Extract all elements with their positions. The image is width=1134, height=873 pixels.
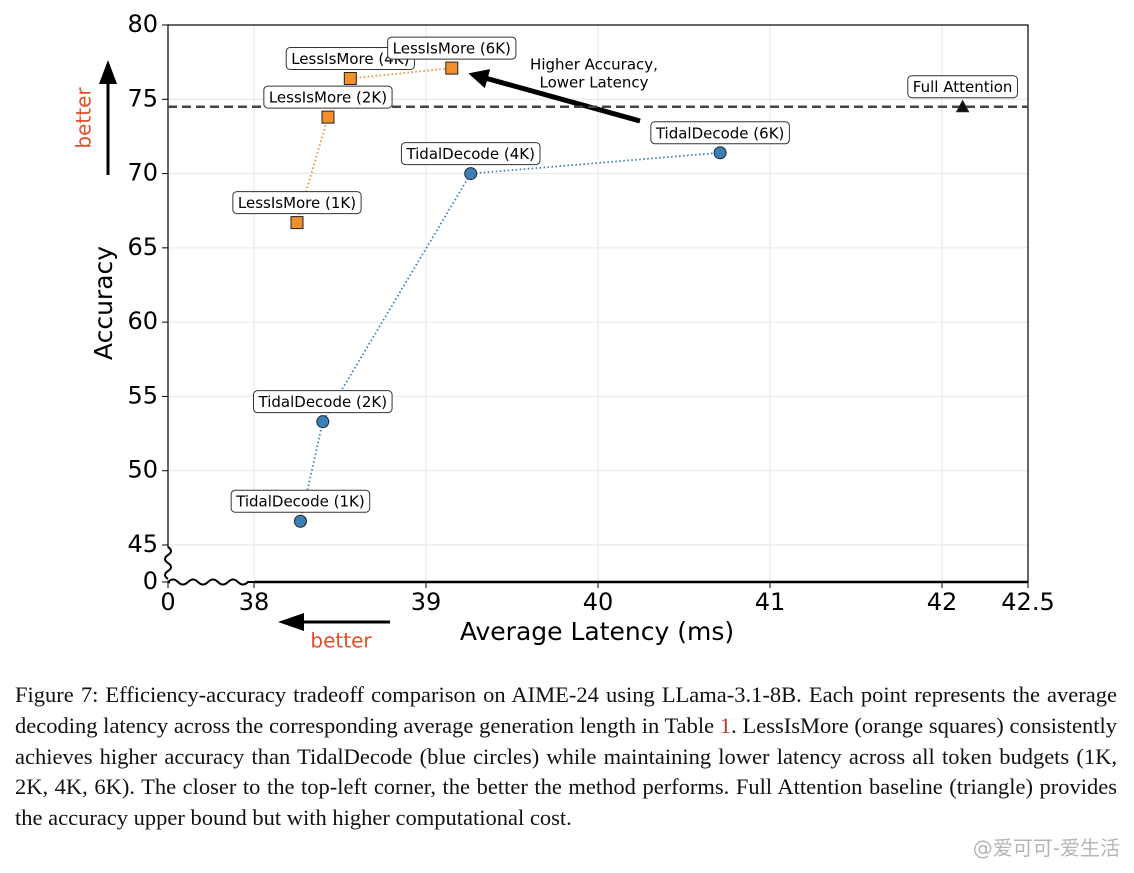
- better-arrow-y-head: [99, 60, 117, 84]
- point: [464, 167, 478, 181]
- point-label-box: [650, 121, 790, 145]
- caption-label: Figure 7:: [15, 682, 99, 707]
- series-line: [299, 151, 721, 522]
- point: [445, 61, 459, 75]
- point-label-box: [907, 75, 1018, 99]
- better-arrow-x-head: [278, 613, 304, 631]
- caption-ref: 1: [719, 712, 732, 738]
- point-label: TidalDecode (4K): [405, 145, 535, 163]
- point-label-box: [263, 85, 393, 109]
- point: [321, 110, 335, 124]
- point-label-box: [387, 36, 517, 60]
- annotation: Lower Latency: [540, 74, 649, 92]
- x-tick-label: 0: [160, 588, 175, 616]
- y-tick-label: 55: [127, 381, 158, 409]
- y-axis-label: Accuracy: [89, 246, 118, 360]
- chart: Accuracy Average Latency (ms) better bet…: [72, 10, 1055, 653]
- y-tick-label: 70: [127, 159, 158, 187]
- caption-text: . LessIsMore (orange squares) consistent…: [15, 712, 1117, 831]
- x-tick-label: 39: [411, 588, 442, 616]
- x-axis-label: Average Latency (ms): [460, 617, 734, 646]
- point-label: TidalDecode (2K): [258, 393, 388, 411]
- point-label-box: [232, 191, 362, 215]
- x-tick-label: 38: [239, 588, 270, 616]
- point: [955, 99, 970, 113]
- y-tick-label: 60: [127, 307, 158, 335]
- y-tick-label: 65: [127, 233, 158, 261]
- break-mask: [170, 577, 254, 587]
- point: [290, 216, 304, 230]
- point-label-box: [400, 142, 541, 166]
- point: [316, 415, 330, 429]
- y-tick-label: 50: [127, 456, 158, 484]
- x-tick-label: 42: [927, 588, 958, 616]
- point-label: LessIsMore (1K): [238, 194, 356, 212]
- point-label: LessIsMore (2K): [269, 89, 387, 107]
- x-tick-label: 41: [755, 588, 786, 616]
- point-label: LessIsMore (6K): [393, 40, 511, 58]
- y-tick-label: 0: [143, 567, 158, 595]
- better-label-y: better: [72, 87, 96, 149]
- point-label-box: [230, 489, 371, 513]
- caption: Figure 7: Efficiency-accuracy tradeoff c…: [15, 680, 1117, 834]
- point-label: TidalDecode (6K): [655, 124, 785, 142]
- point-label: Full Attention: [913, 78, 1013, 96]
- annotation-arrow: [468, 69, 641, 124]
- x-break: [167, 578, 262, 586]
- point: [713, 146, 727, 160]
- point-label: TidalDecode (1K): [235, 493, 365, 511]
- x-tick-label: 42.5: [1001, 588, 1054, 616]
- point: [293, 514, 307, 528]
- point-label-box: [253, 390, 393, 414]
- better-label-x: better: [310, 629, 372, 653]
- point: [343, 71, 357, 85]
- y-tick-label: 45: [127, 530, 158, 558]
- x-tick-label: 40: [583, 588, 614, 616]
- point-label: LessIsMore (4K): [291, 50, 409, 68]
- y-tick-label: 75: [127, 84, 158, 112]
- caption-text: Efficiency-accuracy tradeoff comparison …: [15, 682, 1117, 738]
- watermark: @爱可可-爱生活: [972, 836, 1120, 860]
- annotation: Higher Accuracy,: [530, 56, 658, 74]
- break-mask: [160, 548, 176, 582]
- y-break: [164, 546, 172, 580]
- y-tick-label: 80: [127, 10, 158, 38]
